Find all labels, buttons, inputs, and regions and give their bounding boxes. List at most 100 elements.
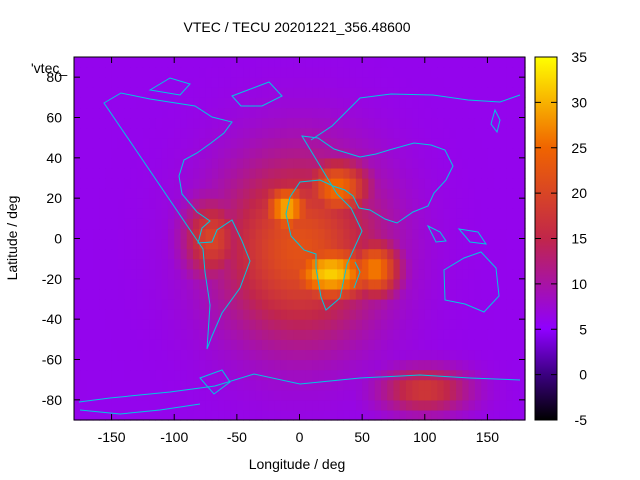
heatmap-cell (462, 329, 470, 340)
heatmap-cell (499, 87, 507, 98)
heatmap-cell (86, 349, 94, 361)
heatmap-cell (74, 208, 81, 219)
heatmap-cell (149, 198, 157, 209)
heatmap-cell (130, 67, 138, 78)
heatmap-cell (218, 299, 225, 310)
heatmap-cell (405, 77, 413, 88)
heatmap-cell (174, 268, 182, 280)
heatmap-cell (387, 349, 395, 361)
heatmap-cell (518, 188, 526, 199)
heatmap-cell (355, 299, 363, 310)
heatmap-cell (236, 178, 244, 189)
heatmap-cell (512, 87, 520, 98)
heatmap-cell (293, 77, 301, 88)
heatmap-cell (161, 228, 169, 240)
heatmap-cell (130, 329, 138, 340)
heatmap-cell (431, 228, 438, 240)
heatmap-cell (205, 399, 213, 411)
heatmap-cell (161, 309, 169, 320)
heatmap-cell (493, 97, 501, 109)
heatmap-cell (493, 369, 501, 381)
heatmap-cell (380, 359, 388, 371)
heatmap-cell (499, 379, 507, 391)
heatmap-cell (456, 188, 463, 199)
heatmap-cell (318, 389, 326, 401)
heatmap-cell (142, 299, 150, 310)
heatmap-cell (136, 218, 144, 230)
heatmap-cell (205, 218, 213, 230)
heatmap-cell (343, 268, 351, 280)
heatmap-cell (380, 107, 388, 119)
heatmap-cell (149, 258, 157, 270)
heatmap-cell (462, 399, 470, 411)
heatmap-cell (261, 299, 269, 310)
heatmap-cell (149, 288, 157, 300)
heatmap-cell (124, 107, 131, 119)
heatmap-cell (99, 178, 106, 189)
heatmap-cell (161, 178, 169, 189)
heatmap-cell (274, 228, 282, 240)
heatmap-cell (211, 359, 219, 371)
heatmap-cell (405, 198, 413, 209)
heatmap-cell (518, 319, 526, 330)
heatmap-cell (80, 117, 88, 129)
heatmap-cell (374, 107, 382, 119)
heatmap-cell (449, 228, 457, 240)
heatmap-cell (243, 198, 250, 209)
heatmap-cell (393, 389, 401, 401)
heatmap-cell (255, 248, 263, 260)
heatmap-cell (487, 258, 495, 270)
heatmap-cell (205, 248, 213, 260)
heatmap-cell (224, 268, 232, 280)
heatmap-cell (318, 329, 326, 340)
heatmap-cell (249, 178, 257, 189)
heatmap-cell (243, 369, 250, 381)
heatmap-cell (355, 319, 363, 330)
heatmap-cell (274, 198, 282, 209)
heatmap-cell (499, 67, 507, 78)
heatmap-cell (218, 208, 225, 219)
heatmap-cell (274, 258, 282, 270)
colorbar-tick-label: 25 (571, 140, 587, 156)
heatmap-cell (230, 198, 238, 209)
heatmap-cell (230, 208, 238, 219)
heatmap-cell (167, 248, 175, 260)
heatmap-cell (255, 167, 263, 179)
heatmap-cell (330, 97, 338, 109)
heatmap-cell (186, 127, 194, 139)
heatmap-cell (80, 379, 88, 391)
heatmap-cell (80, 319, 88, 330)
heatmap-cell (224, 339, 232, 351)
heatmap-cell (167, 147, 175, 159)
heatmap-cell (105, 389, 113, 401)
heatmap-cell (418, 299, 426, 310)
heatmap-cell (249, 379, 257, 391)
heatmap-cell (149, 359, 157, 371)
heatmap-cell (193, 107, 200, 119)
heatmap-cell (318, 409, 326, 421)
heatmap-cell (136, 329, 144, 340)
heatmap-cell (405, 278, 413, 290)
heatmap-cell (136, 127, 144, 139)
heatmap-cell (474, 57, 482, 68)
heatmap-cell (506, 319, 514, 330)
heatmap-cell (111, 77, 119, 88)
heatmap-cell (149, 67, 157, 78)
heatmap-cell (362, 379, 369, 391)
heatmap-cell (355, 389, 363, 401)
heatmap-cell (493, 248, 501, 260)
heatmap-cell (456, 309, 463, 320)
heatmap-cell (443, 399, 451, 411)
heatmap-cell (337, 117, 344, 129)
heatmap-cell (512, 309, 520, 320)
heatmap-cell (211, 299, 219, 310)
heatmap-cell (405, 258, 413, 270)
heatmap-cell (167, 107, 175, 119)
heatmap-cell (124, 157, 131, 169)
colorbar-tick-label: 0 (579, 367, 587, 383)
heatmap-cell (74, 299, 81, 310)
heatmap-cell (305, 319, 313, 330)
heatmap-cell (268, 339, 276, 351)
heatmap-cell (506, 228, 514, 240)
heatmap-cell (387, 329, 395, 340)
